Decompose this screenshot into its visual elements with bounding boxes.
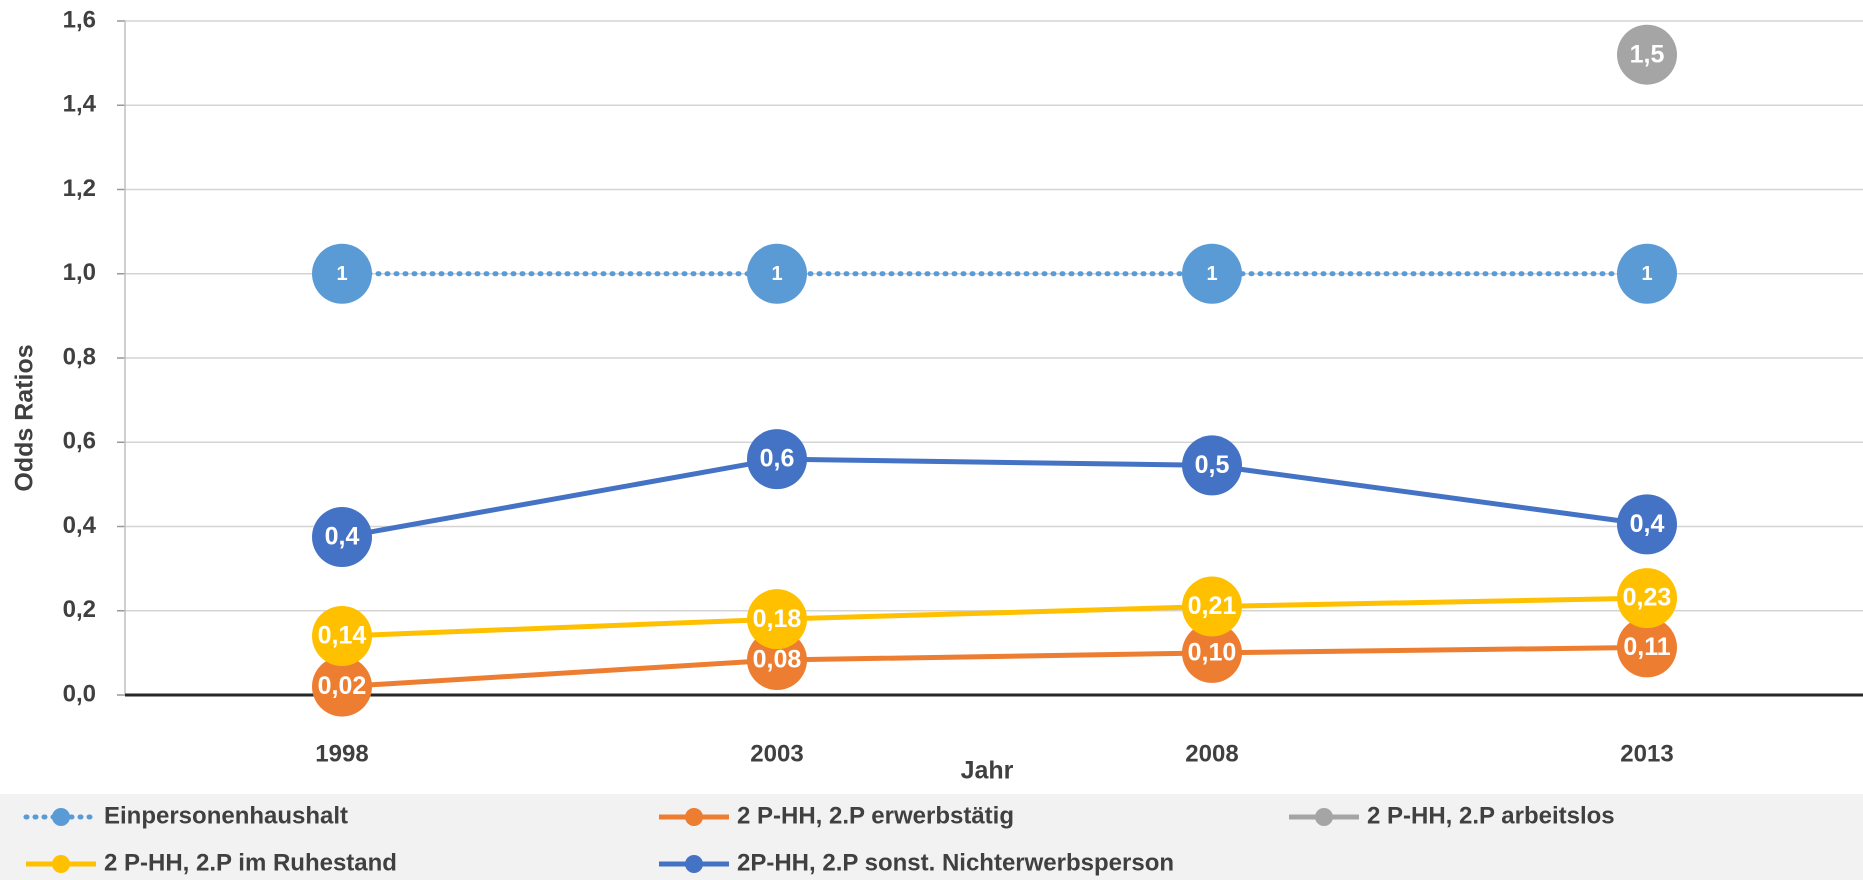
data-point xyxy=(747,589,807,650)
data-label: 0,10 xyxy=(1188,638,1237,666)
data-point xyxy=(312,243,372,304)
legend-label: 2 P-HH, 2.P im Ruhestand xyxy=(104,849,397,876)
y-tick-label: 1,2 xyxy=(63,175,96,202)
y-tick-label: 1,4 xyxy=(63,91,97,118)
data-point xyxy=(1617,24,1677,85)
legend-marker xyxy=(685,855,703,873)
data-label: 0,08 xyxy=(753,646,802,674)
legend-background xyxy=(0,794,1863,880)
y-axis-label: Odds Ratios xyxy=(11,344,39,491)
data-label: 1 xyxy=(771,263,782,285)
data-point xyxy=(1182,622,1242,683)
x-tick-label: 2003 xyxy=(750,740,803,767)
data-label: 0,18 xyxy=(753,605,802,633)
data-label: 0,21 xyxy=(1188,592,1237,620)
legend-label: 2 P-HH, 2.P erwerbstätig xyxy=(737,802,1014,829)
data-label: 1 xyxy=(1641,263,1652,285)
y-tick-label: 0,2 xyxy=(63,596,96,623)
series-line xyxy=(341,595,1648,639)
legend-marker xyxy=(52,808,70,826)
data-label: 0,14 xyxy=(318,622,367,650)
legend-marker xyxy=(1315,808,1333,826)
x-tick-label: 2008 xyxy=(1185,740,1238,767)
data-point xyxy=(1617,617,1677,678)
data-point xyxy=(1617,568,1677,629)
x-tick-label: 1998 xyxy=(315,740,368,767)
y-tick-label: 0,8 xyxy=(63,343,96,370)
y-tick-label: 0,6 xyxy=(63,428,96,455)
data-label: 1 xyxy=(336,263,347,285)
data-label: 0,02 xyxy=(318,672,367,700)
data-label: 1 xyxy=(1206,263,1217,285)
y-tick-label: 1,0 xyxy=(63,259,96,286)
series-line xyxy=(341,456,1648,540)
data-label: 1,5 xyxy=(1630,40,1665,68)
data-point xyxy=(1617,494,1677,555)
data-label: 0,23 xyxy=(1623,584,1672,612)
data-point xyxy=(1617,243,1677,304)
y-tick-label: 0,0 xyxy=(63,680,96,707)
legend-label: Einpersonenhaushalt xyxy=(104,802,348,829)
legend-marker xyxy=(685,808,703,826)
data-point xyxy=(312,507,372,568)
data-point xyxy=(1182,243,1242,304)
data-point xyxy=(312,606,372,667)
series-line xyxy=(341,644,1648,690)
legend-label: 2P-HH, 2.P sonst. Nichterwerbsperson xyxy=(737,849,1174,876)
data-label: 0,11 xyxy=(1623,633,1670,661)
legend-label: 2 P-HH, 2.P arbeitslos xyxy=(1367,802,1615,829)
data-point xyxy=(747,243,807,304)
data-point xyxy=(312,656,372,717)
data-label: 0,5 xyxy=(1195,451,1230,479)
y-tick-label: 1,6 xyxy=(63,6,96,33)
data-label: 0,4 xyxy=(1630,510,1665,538)
x-tick-label: 2013 xyxy=(1620,740,1673,767)
data-label: 0,6 xyxy=(760,445,795,473)
data-label: 0,4 xyxy=(325,523,360,551)
legend-marker xyxy=(52,855,70,873)
data-point xyxy=(747,429,807,490)
y-tick-label: 0,4 xyxy=(63,512,97,539)
data-point xyxy=(1182,576,1242,637)
x-axis-label: Jahr xyxy=(961,757,1014,785)
data-point xyxy=(1182,435,1242,496)
